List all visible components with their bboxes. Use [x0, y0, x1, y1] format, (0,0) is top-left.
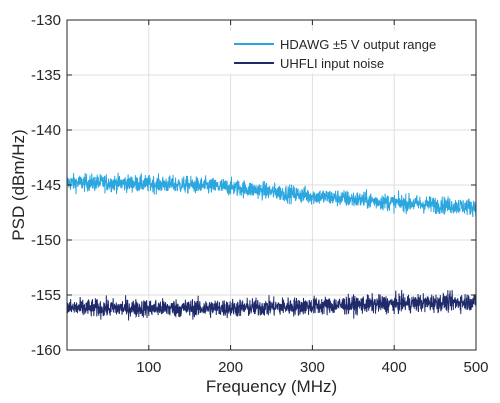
y-tick-label: -145: [31, 177, 61, 194]
y-tick-label: -135: [31, 67, 61, 84]
y-tick-label: -155: [31, 287, 61, 304]
tick-labels: 100 200 300 400 500 -130 -135 -140 -145 -150 -155 -…: [31, 12, 489, 376]
x-tick-label: 400: [382, 359, 407, 376]
legend-entry-uhfli: UHFLI input noise: [280, 56, 384, 71]
legend-entry-hdawg: HDAWG ±5 V output range: [280, 37, 436, 52]
x-tick-label: 100: [136, 359, 161, 376]
legend: HDAWG ±5 V output range UHFLI input nois…: [226, 30, 468, 74]
series-line-uhfli: [66, 289, 477, 321]
y-tick-label: -140: [31, 122, 61, 139]
y-tick-label: -150: [31, 232, 61, 249]
y-tick-label: -130: [31, 12, 61, 29]
y-tick-label: -160: [31, 342, 61, 359]
x-axis-label: Frequency (MHz): [206, 377, 337, 396]
x-tick-label: 500: [463, 359, 488, 376]
legend-box: [226, 30, 468, 74]
series-layer: [66, 172, 477, 321]
series-line-hdawg: [66, 172, 477, 218]
y-axis-label: PSD (dBm/Hz): [9, 129, 28, 240]
axis-ticks: [67, 19, 477, 351]
x-tick-label: 200: [218, 359, 243, 376]
x-tick-label: 300: [300, 359, 325, 376]
